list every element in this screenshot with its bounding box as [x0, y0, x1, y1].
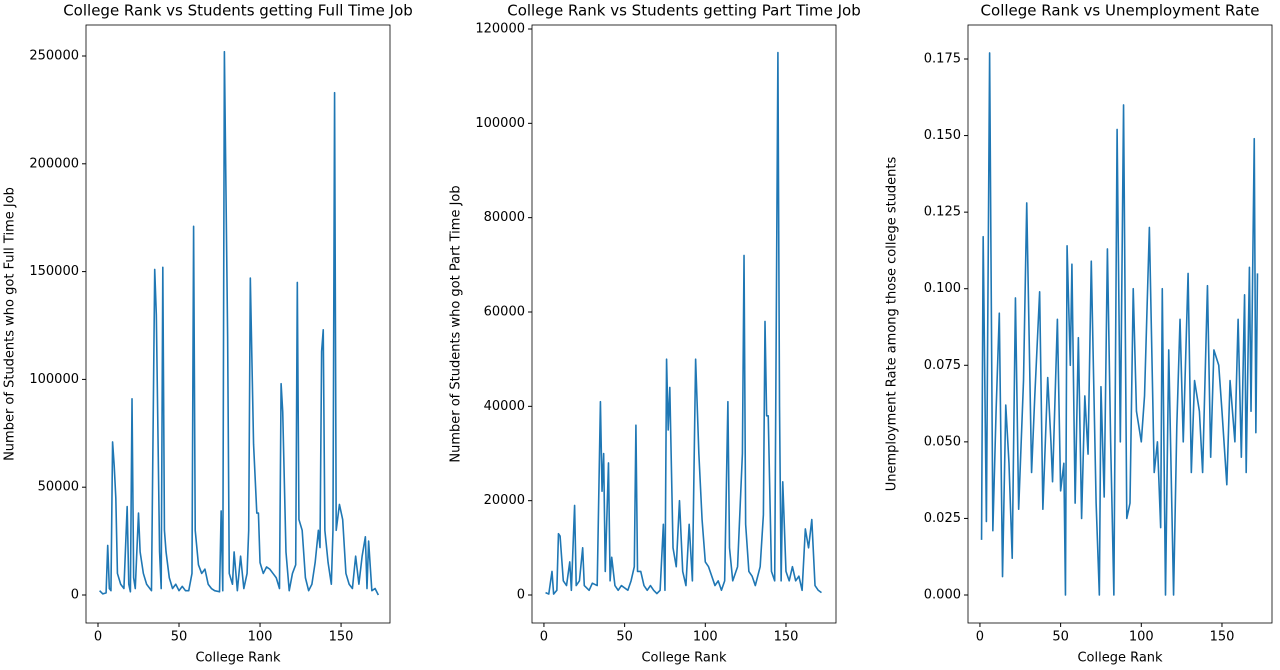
x-axis-label: College Rank	[195, 651, 281, 666]
x-axis-label: College Rank	[1077, 651, 1163, 666]
subplot: College Rank vs Unemployment Rate College…	[885, 2, 1273, 666]
x-tick-label: 50	[616, 630, 633, 645]
axes-frame	[85, 24, 391, 624]
y-tick-label: 0.175	[924, 51, 961, 66]
y-tick-label: 150000	[29, 264, 79, 279]
chart-title: College Rank vs Students getting Full Ti…	[63, 2, 413, 20]
y-tick-label: 0.100	[924, 281, 961, 296]
y-tick-label: 80000	[484, 210, 525, 225]
y-tick-label: 100000	[29, 372, 79, 387]
x-axis-label: College Rank	[641, 651, 727, 666]
subplot: College Rank vs Students getting Part Ti…	[449, 2, 861, 666]
chart-title: College Rank vs Students getting Part Ti…	[507, 2, 861, 20]
y-tick-label: 0	[71, 588, 79, 603]
data-line	[980, 52, 1259, 596]
y-tick-label: 250000	[29, 48, 79, 63]
chart-title: College Rank vs Unemployment Rate	[981, 2, 1260, 20]
y-tick-label: 120000	[475, 21, 525, 36]
y-tick-label: 60000	[484, 305, 525, 320]
y-tick-label: 200000	[29, 156, 79, 171]
y-tick-label: 0.025	[924, 511, 961, 526]
axes-frame	[967, 24, 1273, 624]
x-tick-label: 150	[1210, 630, 1235, 645]
y-axis-label: Number of Students who got Full Time Job	[3, 187, 18, 461]
x-tick-label: 150	[774, 630, 799, 645]
data-line	[99, 50, 380, 596]
y-tick-label: 20000	[484, 493, 525, 508]
x-tick-label: 100	[693, 630, 718, 645]
y-tick-label: 0.050	[924, 434, 961, 449]
x-tick-label: 50	[171, 630, 188, 645]
y-tick-label: 40000	[484, 399, 525, 414]
y-tick-label: 0.125	[924, 205, 961, 220]
y-tick-label: 0.075	[924, 358, 961, 373]
y-tick-label: 50000	[38, 480, 79, 495]
subplot: College Rank vs Students getting Full Ti…	[3, 2, 413, 666]
x-tick-label: 0	[540, 630, 548, 645]
y-tick-label: 0.150	[924, 128, 961, 143]
axes-frame	[531, 24, 837, 624]
y-tick-label: 100000	[475, 116, 525, 131]
y-axis-label: Unemployment Rate among those college st…	[885, 156, 900, 491]
x-tick-label: 100	[248, 630, 273, 645]
x-tick-label: 0	[976, 630, 984, 645]
y-tick-label: 0	[517, 588, 525, 603]
y-axis-label: Number of Students who got Part Time Job	[449, 185, 464, 462]
x-tick-label: 0	[94, 630, 102, 645]
x-tick-label: 150	[329, 630, 354, 645]
x-tick-label: 50	[1052, 630, 1069, 645]
x-tick-label: 100	[1129, 630, 1154, 645]
y-tick-label: 0.000	[924, 588, 961, 603]
data-line	[545, 51, 822, 595]
